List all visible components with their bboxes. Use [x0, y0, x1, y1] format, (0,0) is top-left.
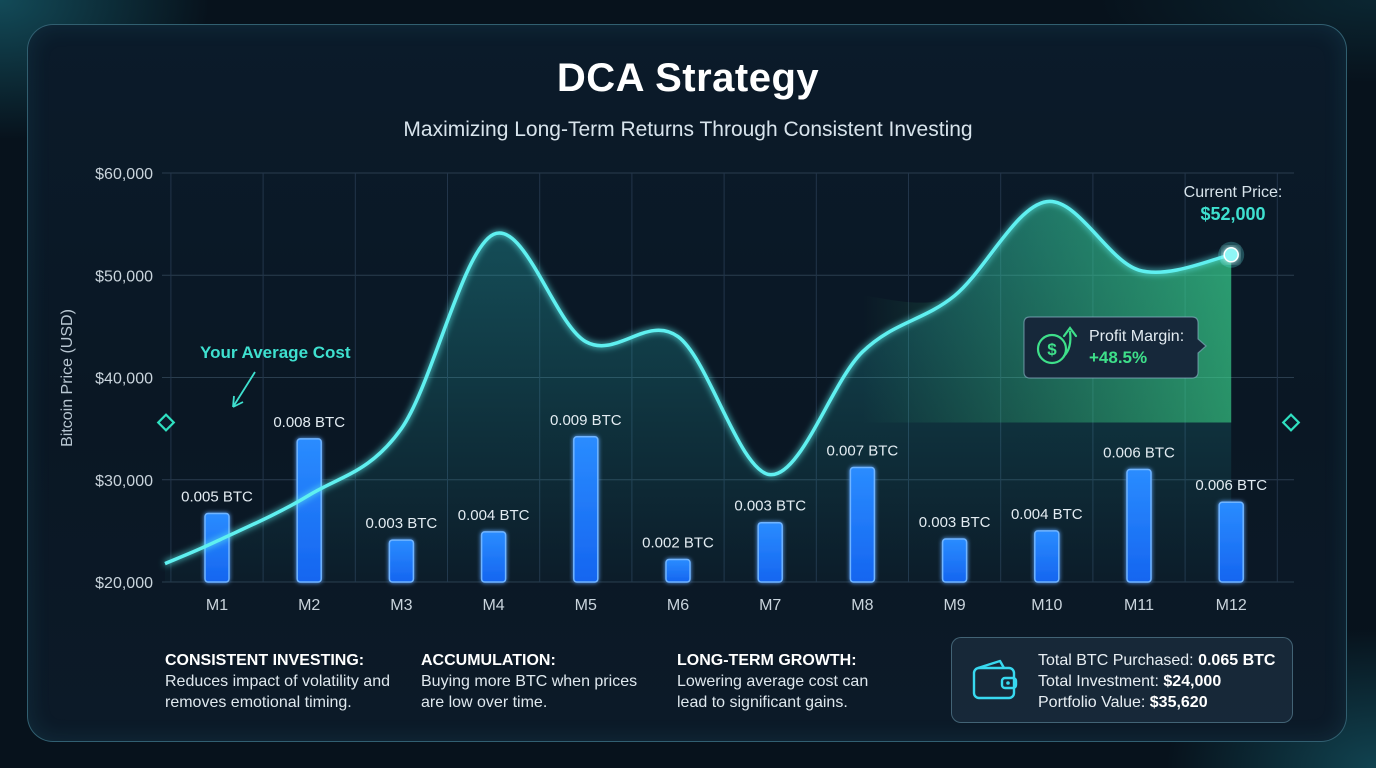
note-line: lead to significant gains.	[677, 694, 848, 711]
average-cost-marker	[156, 413, 176, 432]
current-price-value: $52,000	[1200, 204, 1265, 224]
note-line: Lowering average cost can	[677, 673, 869, 690]
current-price-point	[1223, 247, 1239, 263]
portfolio-row: Portfolio Value: $35,620	[1038, 692, 1275, 713]
bar-m10	[1034, 530, 1060, 583]
y-tick-label: $60,000	[95, 166, 153, 183]
bar-label: 0.003 BTC	[919, 514, 991, 531]
bar-m2	[296, 438, 322, 583]
note-consistent-investing: CONSISTENT INVESTING: Reduces impact of …	[165, 650, 390, 713]
bar-label: 0.004 BTC	[458, 507, 530, 524]
x-tick-label: M4	[482, 597, 504, 614]
y-tick-label: $30,000	[95, 473, 153, 490]
profit-margin-label: Profit Margin:	[1089, 328, 1184, 345]
bar-label: 0.003 BTC	[734, 498, 806, 515]
note-head: LONG-TERM GROWTH:	[677, 652, 857, 669]
bar-label: 0.006 BTC	[1103, 445, 1175, 462]
bar-m7	[757, 521, 783, 583]
x-tick-label: M12	[1216, 597, 1247, 614]
bar-label: 0.009 BTC	[550, 412, 622, 429]
average-cost-arrow	[232, 371, 256, 408]
chart-subtitle: Maximizing Long-Term Returns Through Con…	[403, 118, 973, 141]
wallet-icon	[972, 659, 1018, 700]
bar-m5	[573, 436, 599, 583]
y-axis-label: Bitcoin Price (USD)	[59, 309, 76, 447]
note-line: Buying more BTC when prices	[421, 673, 638, 690]
x-tick-label: M3	[390, 597, 412, 614]
bar-label: 0.007 BTC	[827, 442, 899, 459]
note-long-term-growth: LONG-TERM GROWTH: Lowering average cost …	[677, 650, 868, 713]
portfolio-label: Portfolio Value:	[1038, 694, 1150, 711]
note-line: Reduces impact of volatility and	[165, 673, 390, 690]
dollar-icon-glyph: $	[1047, 340, 1057, 359]
bar-label: 0.004 BTC	[1011, 506, 1083, 523]
bar-m6	[665, 558, 691, 583]
profit-margin-value: +48.5%	[1089, 348, 1147, 367]
x-tick-label: M6	[667, 597, 689, 614]
growth-arrow-icon	[1062, 326, 1078, 358]
x-tick-label: M11	[1124, 597, 1154, 614]
bar-label: 0.006 BTC	[1195, 477, 1267, 494]
profit-area	[862, 201, 1232, 423]
bar-m11	[1126, 468, 1152, 583]
x-tick-label: M9	[943, 597, 965, 614]
x-tick-label: M5	[575, 597, 597, 614]
dollar-growth-icon	[1036, 333, 1068, 365]
note-accumulation: ACCUMULATION: Buying more BTC when price…	[421, 650, 637, 713]
note-line: are low over time.	[421, 694, 548, 711]
dca-chart: $20,000 $30,000 $40,000 $50,000 $60,000 Bitc…	[59, 166, 1301, 614]
note-line: removes emotional timing.	[165, 694, 352, 711]
bar-m1	[204, 512, 230, 583]
y-tick-label: $20,000	[95, 575, 153, 592]
total-investment-label: Total Investment:	[1038, 673, 1164, 690]
current-price-group: Current Price: $52,000 $ Profit Margin: +48.…	[1023, 184, 1283, 423]
x-tick-label: M7	[759, 597, 781, 614]
bar-m4	[480, 531, 507, 583]
current-price-label: Current Price:	[1184, 184, 1283, 201]
bar-label: 0.002 BTC	[642, 535, 714, 552]
x-axis-ticks: M1 M2 M3 M4 M5 M6 M7 M8 M9 M10 M11 M12	[206, 597, 1247, 614]
note-head: CONSISTENT INVESTING:	[165, 652, 365, 669]
bar-m8	[849, 466, 876, 583]
total-investment-value: $24,000	[1163, 673, 1222, 690]
x-tick-label: M8	[851, 597, 873, 614]
x-tick-label: M2	[298, 597, 320, 614]
portfolio-value: $35,620	[1149, 694, 1208, 711]
y-tick-label: $40,000	[95, 371, 153, 388]
average-cost-line-group: Your Average Cost	[156, 343, 1301, 432]
total-investment-row: Total Investment: $24,000	[1038, 671, 1275, 692]
bar-m9	[941, 538, 968, 583]
bar-label: 0.003 BTC	[366, 515, 438, 532]
x-tick-label: M1	[206, 597, 228, 614]
summary-card: Total BTC Purchased: 0.065 BTC Total Inv…	[951, 637, 1293, 723]
y-tick-label: $50,000	[95, 268, 153, 285]
total-btc-row: Total BTC Purchased: 0.065 BTC	[1038, 650, 1275, 671]
bar-label: 0.005 BTC	[181, 488, 253, 505]
average-cost-marker	[1281, 413, 1301, 432]
price-line	[164, 199, 1232, 566]
chart-title: DCA Strategy	[556, 56, 820, 100]
y-axis-ticks: $20,000 $30,000 $40,000 $50,000 $60,000	[95, 166, 153, 592]
bar-m12	[1218, 501, 1244, 583]
total-btc-label: Total BTC Purchased:	[1038, 652, 1199, 669]
average-cost-label: Your Average Cost	[200, 343, 351, 362]
x-tick-label: M10	[1031, 597, 1062, 614]
bar-m3	[388, 539, 415, 583]
total-btc-value: 0.065 BTC	[1198, 652, 1276, 669]
note-head: ACCUMULATION:	[421, 652, 556, 669]
